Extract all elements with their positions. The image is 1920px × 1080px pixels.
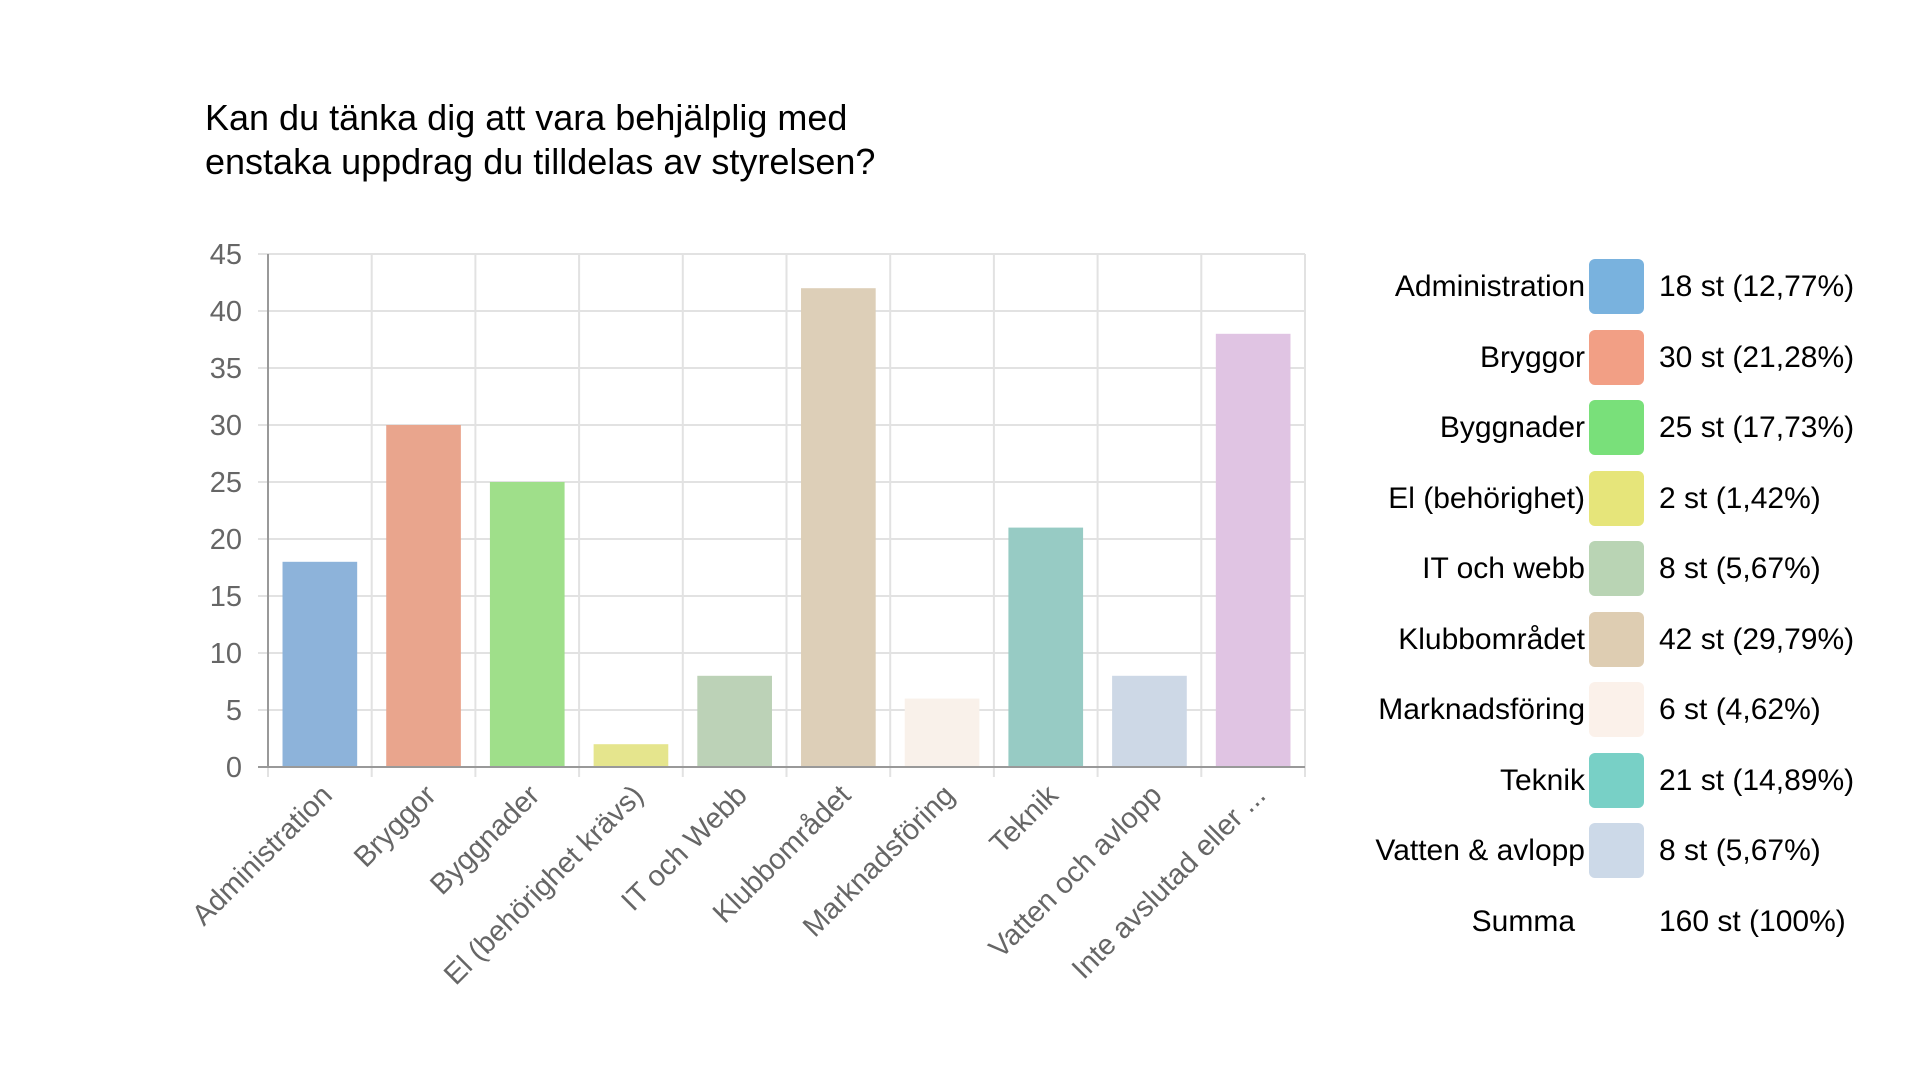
legend-value: 25 st (17,73%)	[1659, 411, 1855, 444]
bar-3	[593, 744, 669, 767]
legend-value: 21 st (14,89%)	[1659, 763, 1855, 797]
x-tick-label: Administration	[186, 779, 339, 932]
legend-label: Administration	[1394, 270, 1585, 303]
bar-6	[904, 698, 980, 767]
bar-0	[282, 561, 358, 767]
legend-label: Marknadsföring	[1378, 693, 1585, 726]
legend-value: 18 st (12,77%)	[1659, 270, 1855, 303]
legend-label: Teknik	[1499, 763, 1585, 797]
legend-row: Vatten & avlopp 8 st (5,67%)	[1330, 820, 1890, 891]
legend-table: Administration 18 st (12,77%) Bryggor 30 st…	[1330, 256, 1890, 961]
bar-8	[1112, 675, 1187, 767]
legend-row: Klubbområdet 42 st (29,79%)	[1330, 609, 1890, 680]
bar-4	[697, 675, 772, 767]
x-tick-label: Vatten och avlopp	[983, 779, 1168, 964]
y-tick-label: 45	[210, 239, 242, 271]
x-tick-label: Inte avslutad eller ...	[1066, 779, 1272, 985]
legend-label: IT och webb	[1422, 552, 1585, 585]
y-tick-label: 15	[210, 581, 242, 613]
legend-value: 42 st (29,79%)	[1659, 622, 1855, 656]
y-tick-labels: 0 5 10 15 20 25 30 35 40 45	[210, 239, 242, 784]
y-tick-label: 0	[226, 752, 242, 784]
bar-5	[801, 288, 876, 767]
legend-label: Byggnader	[1439, 411, 1585, 444]
legend-swatch	[1589, 259, 1644, 314]
legend-swatch	[1589, 823, 1644, 878]
legend-row: Teknik 21 st (14,89%)	[1330, 750, 1890, 821]
bar-2	[489, 482, 565, 767]
legend-value: 8 st (5,67%)	[1659, 552, 1821, 585]
legend-total-label: Summa	[1471, 904, 1575, 938]
legend-label: Vatten & avlopp	[1375, 834, 1585, 867]
legend-swatch	[1589, 329, 1644, 385]
legend-row: Bryggor 30 st (21,28%)	[1330, 327, 1890, 398]
legend-swatch	[1589, 541, 1644, 596]
legend-value: 30 st (21,28%)	[1659, 340, 1855, 374]
y-tick-label: 35	[210, 353, 242, 385]
legend-label: Klubbområdet	[1398, 622, 1585, 656]
y-tick-label: 30	[210, 410, 242, 442]
chart-title-line-1: Kan du tänka dig att vara behjälplig med	[205, 97, 848, 138]
x-tick-label: El (behörighet krävs)	[438, 779, 650, 991]
legend-label: El (behörighet)	[1388, 481, 1585, 515]
bar-7	[1008, 527, 1084, 767]
chart-title-line-2: enstaka uppdrag du tilldelas av styrelse…	[205, 141, 876, 182]
legend-row: Administration 18 st (12,77%)	[1330, 256, 1890, 327]
legend-row: IT och webb 8 st (5,67%)	[1330, 538, 1890, 609]
legend-label: Bryggor	[1479, 340, 1585, 374]
bar-chart: 0 5 10 15 20 25 30 35 40 45 Administration Bryggor…	[186, 239, 1306, 991]
legend-value: 6 st (4,62%)	[1659, 693, 1821, 726]
legend-swatch	[1589, 752, 1644, 808]
x-tick-label: Teknik	[984, 779, 1065, 860]
bar-1	[386, 425, 461, 767]
legend-value: 2 st (1,42%)	[1659, 481, 1821, 515]
legend-total-row: Summa 160 st (100%)	[1330, 891, 1890, 961]
legend-value: 8 st (5,67%)	[1659, 834, 1821, 867]
legend-total-value: 160 st (100%)	[1659, 904, 1846, 938]
y-tick-label: 10	[210, 638, 242, 670]
x-tick-label: Bryggor	[348, 779, 443, 874]
legend-row: Byggnader 25 st (17,73%)	[1330, 397, 1890, 468]
y-tick-label: 40	[210, 296, 242, 328]
legend-swatch	[1589, 400, 1644, 455]
y-tick-label: 25	[210, 467, 242, 499]
bars	[282, 288, 1291, 767]
y-tick-label: 5	[226, 695, 242, 727]
legend-swatch	[1589, 470, 1644, 526]
legend-swatch	[1589, 611, 1644, 667]
bar-9	[1215, 333, 1291, 767]
legend-row: El (behörighet) 2 st (1,42%)	[1330, 468, 1890, 539]
axes	[258, 254, 1305, 768]
chart-title: Kan du tänka dig att vara behjälplig med…	[205, 96, 1105, 184]
y-tick-label: 20	[210, 524, 242, 556]
legend-row: Marknadsföring 6 st (4,62%)	[1330, 679, 1890, 750]
legend-swatch	[1589, 682, 1644, 737]
